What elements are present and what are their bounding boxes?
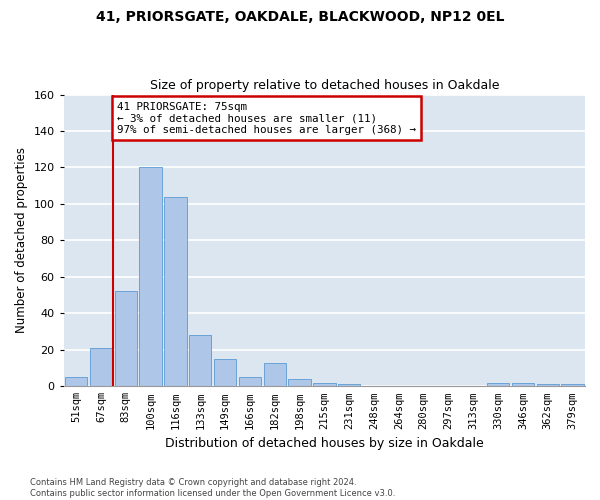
Bar: [115, 292, 137, 386]
Bar: [189, 335, 211, 386]
Bar: [90, 348, 112, 387]
Bar: [313, 382, 335, 386]
X-axis label: Distribution of detached houses by size in Oakdale: Distribution of detached houses by size …: [165, 437, 484, 450]
Bar: [536, 384, 559, 386]
Bar: [512, 382, 534, 386]
Bar: [164, 196, 187, 386]
Bar: [239, 377, 261, 386]
Bar: [214, 359, 236, 386]
Bar: [487, 382, 509, 386]
Text: 41 PRIORSGATE: 75sqm
← 3% of detached houses are smaller (11)
97% of semi-detach: 41 PRIORSGATE: 75sqm ← 3% of detached ho…: [117, 102, 416, 135]
Text: Contains HM Land Registry data © Crown copyright and database right 2024.
Contai: Contains HM Land Registry data © Crown c…: [30, 478, 395, 498]
Bar: [562, 384, 584, 386]
Bar: [338, 384, 361, 386]
Bar: [289, 379, 311, 386]
Bar: [139, 168, 162, 386]
Y-axis label: Number of detached properties: Number of detached properties: [15, 148, 28, 334]
Text: 41, PRIORSGATE, OAKDALE, BLACKWOOD, NP12 0EL: 41, PRIORSGATE, OAKDALE, BLACKWOOD, NP12…: [96, 10, 504, 24]
Bar: [65, 377, 87, 386]
Bar: [263, 362, 286, 386]
Title: Size of property relative to detached houses in Oakdale: Size of property relative to detached ho…: [149, 79, 499, 92]
